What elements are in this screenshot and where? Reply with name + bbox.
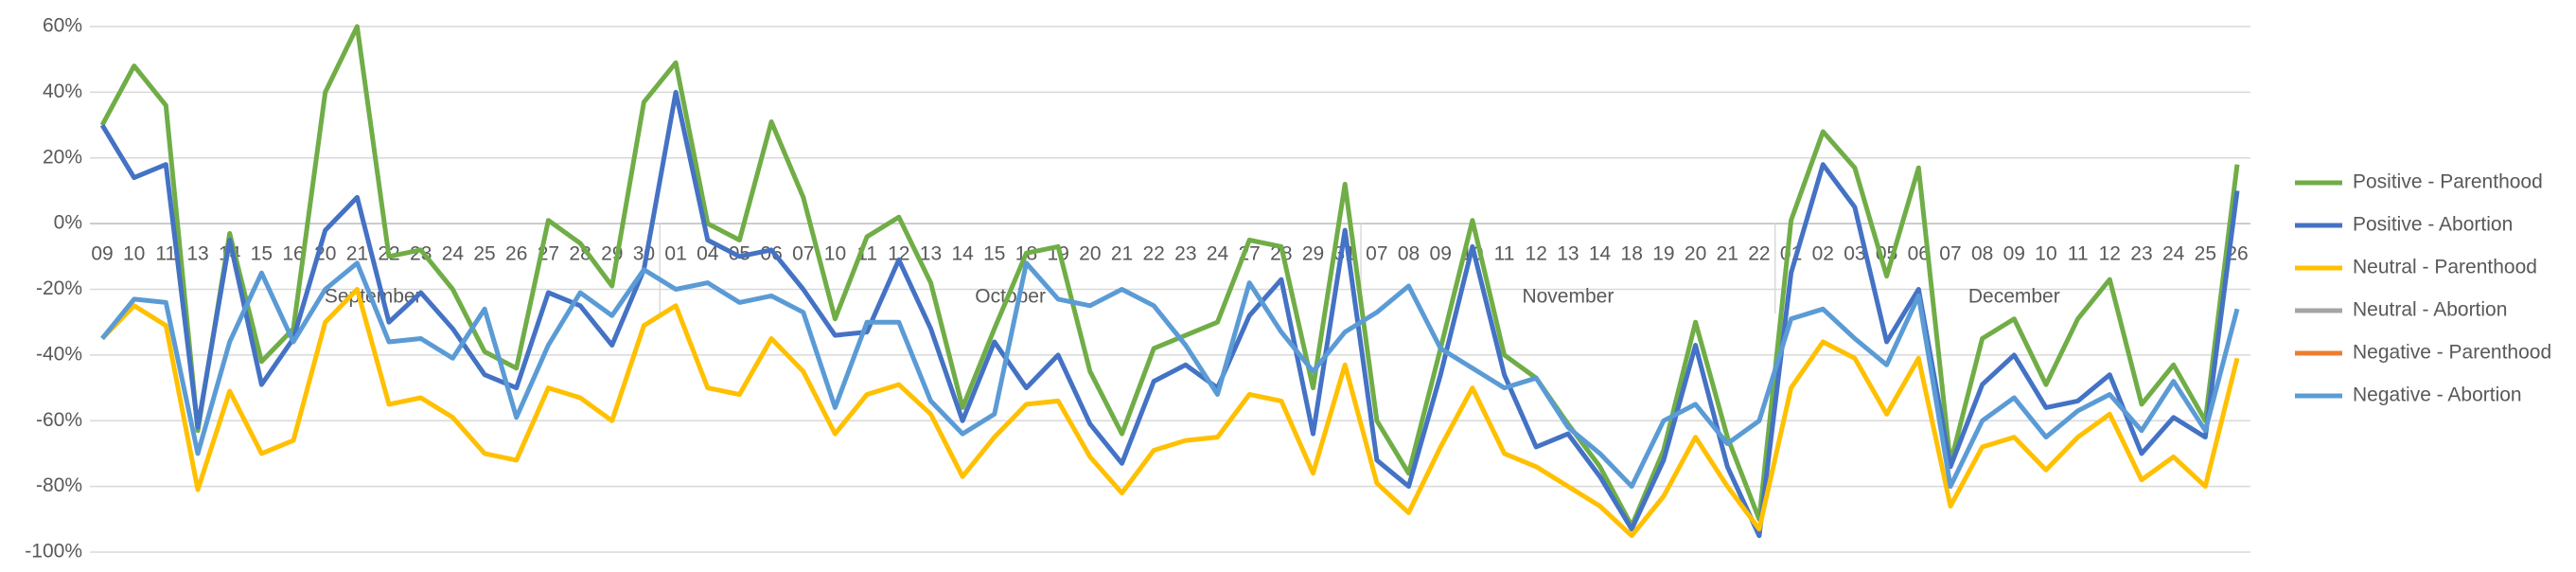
y-tick-label: -80% [36, 474, 82, 496]
x-group-label: December [1968, 286, 2060, 308]
x-tick-label: 11 [155, 243, 176, 265]
x-tick-label: 01 [664, 243, 686, 265]
x-tick-label: 07 [1366, 243, 1387, 265]
x-tick-label: 24 [2162, 243, 2185, 265]
x-tick-label: 25 [2195, 243, 2216, 265]
y-tick-label: 40% [43, 80, 82, 102]
x-tick-label: 21 [1111, 243, 1133, 265]
x-tick-label: 26 [505, 243, 527, 265]
x-tick-label: 06 [1908, 243, 1930, 265]
series-line [99, 89, 2240, 539]
x-tick-label: 21 [1717, 243, 1738, 265]
x-tick-label: 09 [2003, 243, 2025, 265]
x-tick-label: 14 [1589, 243, 1612, 265]
x-tick-label: 07 [1939, 243, 1961, 265]
x-tick-label: 13 [1557, 243, 1579, 265]
x-tick-label: 18 [1621, 243, 1643, 265]
x-tick-label: 08 [1971, 243, 1993, 265]
y-tick-label: -60% [36, 409, 82, 431]
x-tick-label: 13 [920, 243, 942, 265]
x-tick-label: 04 [697, 243, 719, 265]
y-tick-label: -100% [25, 541, 82, 563]
legend-label: Positive - Abortion [2353, 214, 2513, 236]
x-tick-label: 08 [1398, 243, 1420, 265]
x-tick-label: 10 [824, 243, 846, 265]
x-tick-label: 07 [792, 243, 814, 265]
series-line [99, 24, 2240, 528]
x-group-label: November [1522, 286, 1614, 308]
x-tick-label: 19 [1652, 243, 1674, 265]
x-tick-label: 20 [1079, 243, 1101, 265]
x-tick-label: 14 [951, 243, 974, 265]
x-tick-label: 12 [888, 243, 909, 265]
y-tick-label: 60% [43, 15, 82, 37]
x-tick-label: 09 [91, 243, 113, 265]
x-tick-label: 15 [983, 243, 1005, 265]
x-tick-label: 22 [1142, 243, 1164, 265]
x-tick-label: 09 [1430, 243, 1452, 265]
legend-label: Positive - Parenthood [2353, 171, 2543, 193]
x-tick-label: 15 [251, 243, 273, 265]
series-line [100, 287, 2240, 539]
x-tick-label: 12 [2099, 243, 2121, 265]
x-tick-label: 20 [1685, 243, 1706, 265]
x-tick-label: 13 [186, 243, 208, 265]
x-tick-label: 10 [2035, 243, 2056, 265]
x-tick-label: 02 [1812, 243, 1834, 265]
legend-label: Negative - Abortion [2353, 384, 2522, 406]
y-tick-label: -20% [36, 277, 82, 299]
legend-label: Negative - Parenthood [2353, 342, 2551, 364]
x-tick-label: 23 [2130, 243, 2152, 265]
x-tick-label: 25 [473, 243, 495, 265]
series-line [100, 260, 2240, 490]
x-tick-label: 24 [442, 243, 465, 265]
x-tick-label: 22 [1748, 243, 1770, 265]
x-tick-label: 29 [1302, 243, 1324, 265]
x-tick-label: 21 [346, 243, 368, 265]
y-tick-label: -40% [36, 343, 82, 365]
x-tick-label: 11 [1494, 243, 1515, 265]
legend-label: Neutral - Abortion [2353, 299, 2507, 321]
x-tick-label: 11 [2068, 243, 2089, 265]
x-tick-label: 12 [1526, 243, 1547, 265]
x-tick-label: 10 [123, 243, 145, 265]
legend-label: Neutral - Parenthood [2353, 257, 2537, 278]
x-tick-label: 16 [282, 243, 304, 265]
x-tick-label: 24 [1207, 243, 1229, 265]
y-tick-label: 0% [54, 212, 82, 234]
x-tick-label: 03 [1844, 243, 1865, 265]
y-tick-label: 20% [43, 146, 82, 168]
x-tick-label: 23 [1174, 243, 1196, 265]
